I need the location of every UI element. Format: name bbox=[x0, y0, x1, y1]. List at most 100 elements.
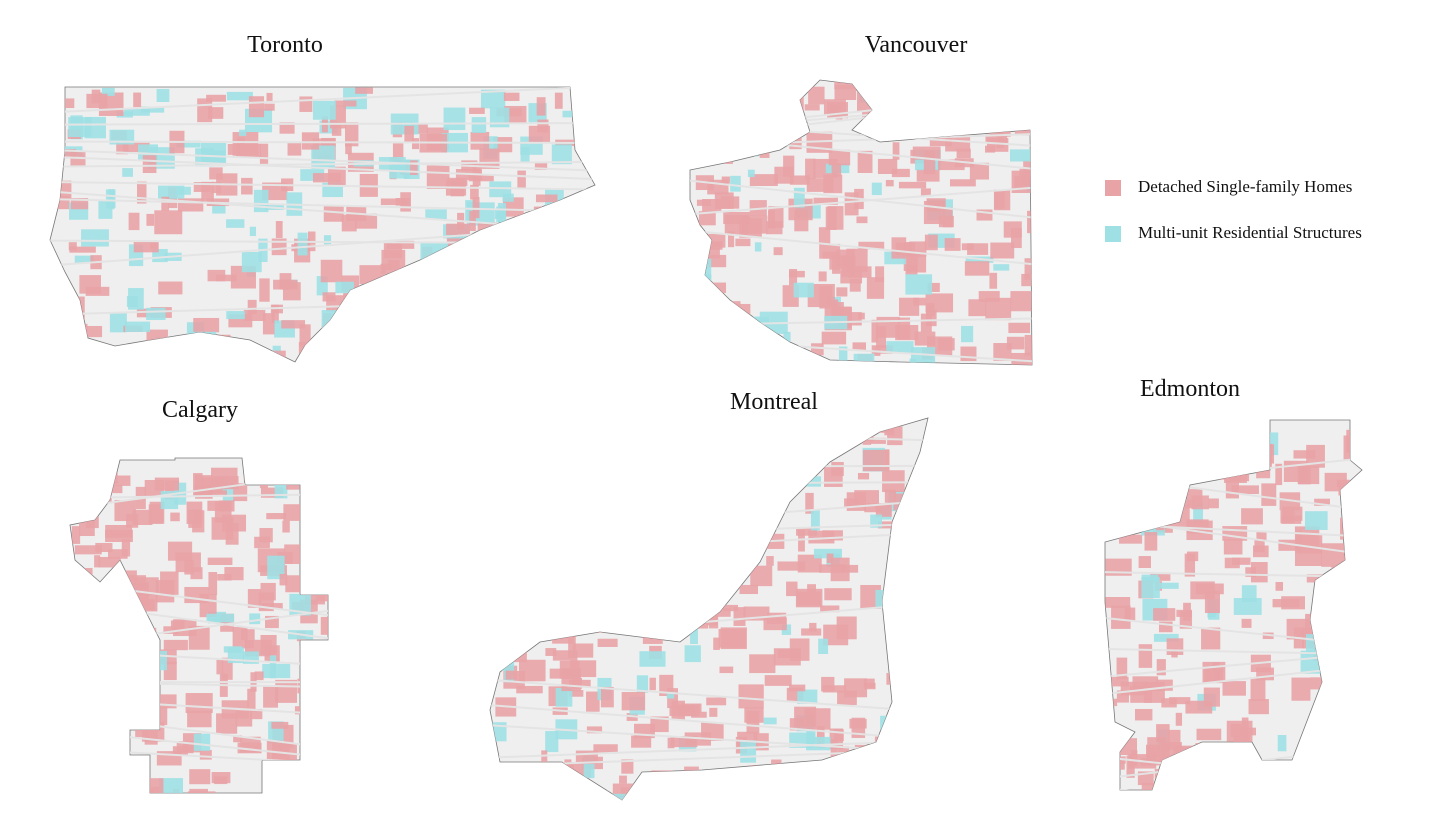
patch bbox=[249, 708, 263, 720]
patch bbox=[312, 691, 328, 711]
patch bbox=[568, 634, 576, 658]
patch bbox=[316, 516, 328, 534]
road bbox=[690, 80, 1032, 91]
patch bbox=[1293, 450, 1316, 459]
patch bbox=[95, 542, 113, 553]
patch bbox=[654, 582, 661, 606]
patch bbox=[969, 162, 990, 180]
patch bbox=[937, 338, 955, 351]
patch bbox=[136, 778, 164, 793]
patch bbox=[545, 731, 559, 753]
patch bbox=[1356, 499, 1362, 522]
patch bbox=[574, 312, 593, 327]
patch bbox=[299, 645, 328, 664]
patch bbox=[912, 529, 928, 536]
patch bbox=[281, 320, 306, 329]
patch bbox=[913, 297, 926, 306]
patch bbox=[247, 299, 257, 314]
patch bbox=[1245, 567, 1257, 577]
patch bbox=[867, 751, 886, 765]
patch bbox=[1196, 728, 1222, 741]
patch bbox=[210, 334, 231, 352]
patch bbox=[875, 266, 885, 282]
patch bbox=[798, 529, 805, 552]
patch bbox=[1124, 607, 1136, 621]
patch bbox=[88, 734, 108, 748]
patch bbox=[1241, 618, 1252, 628]
patch bbox=[549, 573, 570, 594]
patch bbox=[1138, 556, 1151, 568]
patch bbox=[187, 710, 212, 728]
patch bbox=[391, 287, 412, 297]
patch bbox=[890, 591, 911, 598]
patch bbox=[509, 537, 525, 546]
patch bbox=[912, 615, 921, 636]
patch bbox=[496, 274, 512, 282]
patch bbox=[778, 113, 786, 131]
patch bbox=[428, 307, 455, 317]
patch bbox=[502, 449, 518, 457]
patch bbox=[620, 541, 644, 553]
patch bbox=[794, 209, 809, 232]
patch bbox=[125, 575, 147, 589]
patch bbox=[806, 178, 834, 192]
patch bbox=[742, 552, 750, 574]
patch bbox=[1336, 479, 1350, 487]
patch bbox=[618, 598, 635, 614]
patch bbox=[941, 94, 954, 101]
patch bbox=[446, 307, 466, 325]
patch bbox=[109, 312, 127, 333]
patch bbox=[763, 776, 779, 786]
patch bbox=[732, 574, 740, 585]
patch bbox=[822, 530, 843, 541]
patch bbox=[215, 274, 237, 282]
patch bbox=[534, 470, 556, 495]
patch bbox=[522, 337, 541, 353]
patch bbox=[262, 313, 275, 335]
patch bbox=[243, 474, 268, 481]
patch bbox=[111, 709, 132, 719]
patch bbox=[404, 125, 414, 143]
patch bbox=[233, 483, 248, 502]
patch bbox=[1193, 502, 1204, 524]
patch bbox=[1175, 712, 1183, 726]
patch bbox=[797, 689, 818, 704]
patch bbox=[992, 100, 1001, 114]
patch bbox=[517, 170, 526, 189]
patch bbox=[716, 424, 724, 441]
patch bbox=[1118, 483, 1144, 502]
patch bbox=[502, 467, 522, 477]
patch bbox=[547, 248, 571, 271]
patch bbox=[1277, 735, 1287, 752]
patch bbox=[426, 165, 450, 189]
patch bbox=[601, 610, 623, 629]
patch bbox=[370, 300, 398, 317]
patch bbox=[286, 478, 300, 490]
patch bbox=[897, 629, 912, 649]
patch bbox=[819, 564, 846, 573]
patch bbox=[568, 679, 591, 688]
patch bbox=[579, 452, 591, 462]
patch bbox=[871, 345, 893, 354]
patch bbox=[154, 477, 180, 491]
patch bbox=[566, 279, 577, 290]
patch bbox=[967, 243, 989, 255]
patch bbox=[745, 445, 755, 462]
patch bbox=[700, 467, 725, 489]
patch bbox=[235, 711, 253, 727]
map-title: Toronto bbox=[247, 32, 323, 58]
patch bbox=[1343, 555, 1358, 568]
patch bbox=[224, 567, 244, 581]
patch bbox=[824, 588, 852, 601]
patch bbox=[1169, 784, 1179, 790]
patch bbox=[432, 355, 456, 362]
patch bbox=[852, 342, 866, 351]
patch bbox=[536, 97, 546, 116]
patch bbox=[1169, 697, 1191, 705]
patch bbox=[535, 194, 558, 203]
patch bbox=[1151, 422, 1162, 436]
patch bbox=[1170, 452, 1186, 477]
patch bbox=[678, 589, 697, 612]
city-map: Edmonton bbox=[1104, 376, 1363, 791]
patch bbox=[607, 595, 631, 612]
